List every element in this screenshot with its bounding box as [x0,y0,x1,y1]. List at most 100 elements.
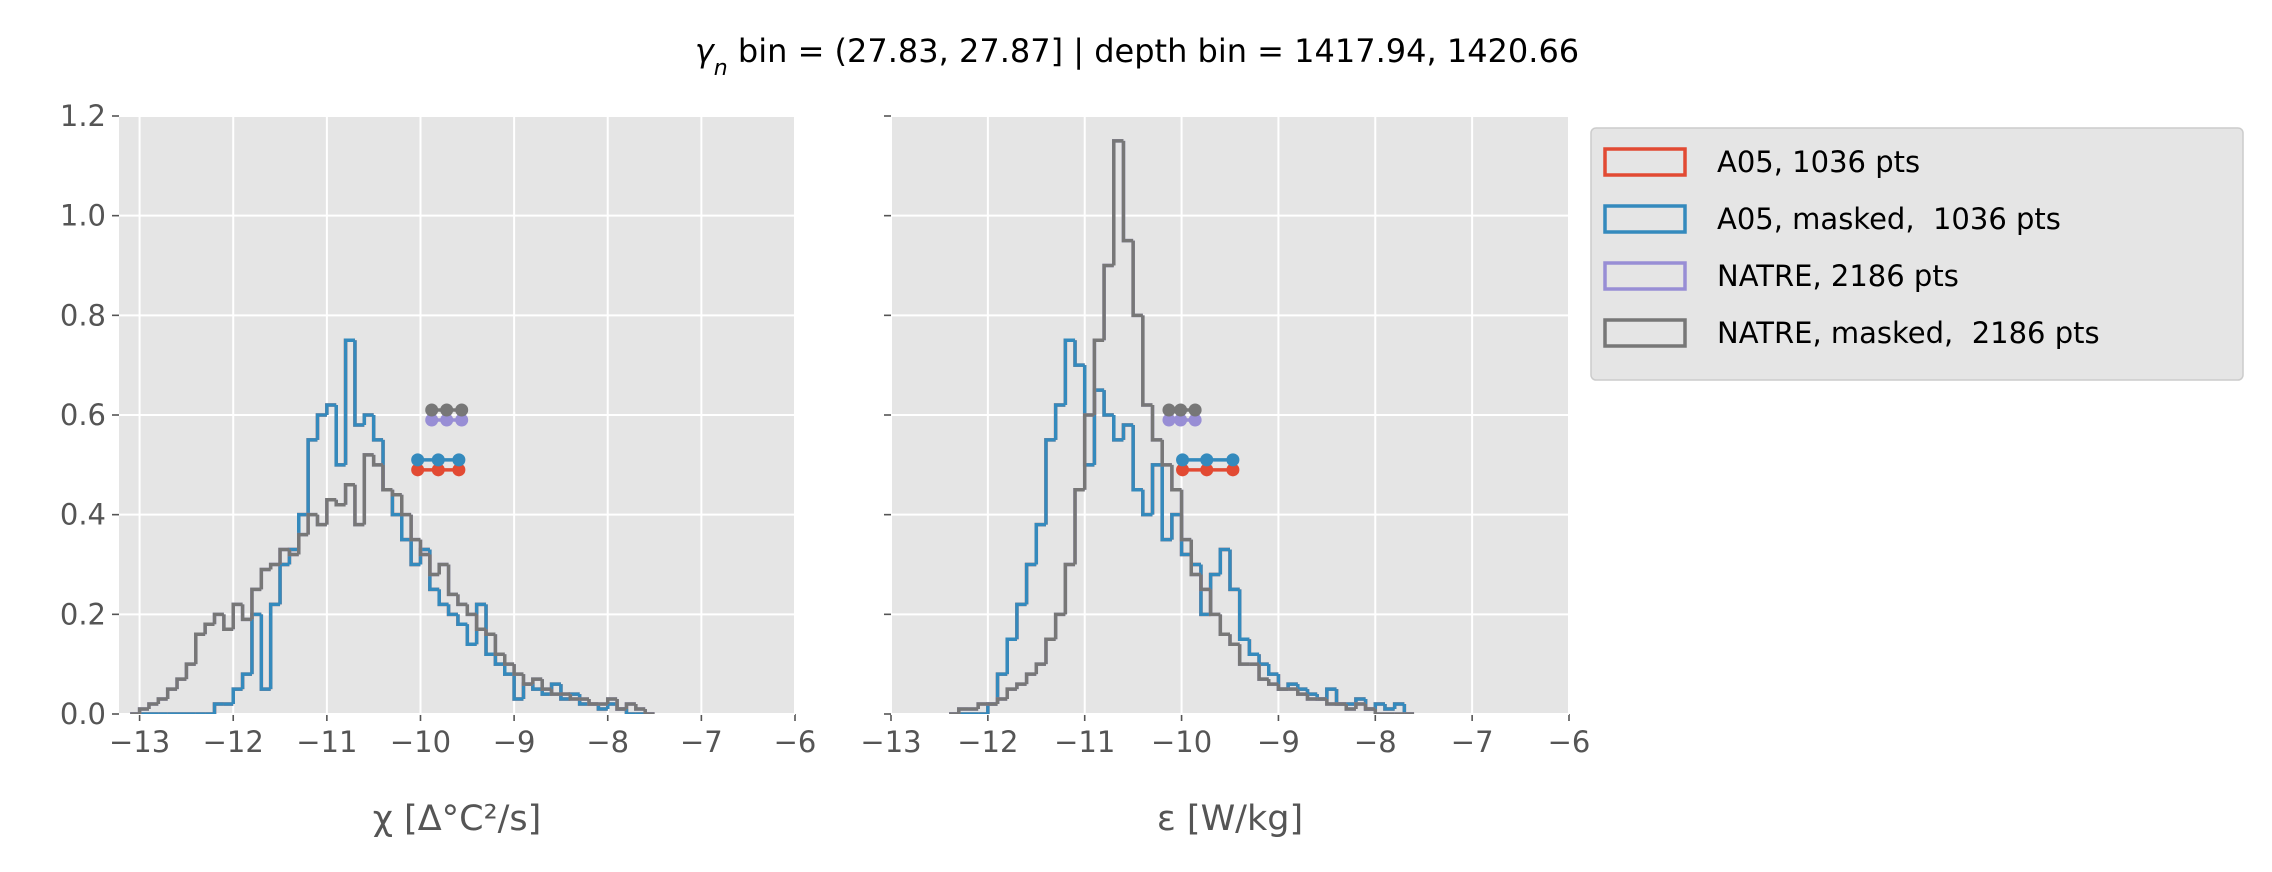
marker-point [411,453,425,467]
marker-point [425,403,439,417]
x-tick-label: −10 [390,725,451,759]
histogram-step [624,702,636,710]
figure-title: γn bin = (27.83, 27.87] | depth bin = 14… [695,32,1579,81]
marker-point [455,413,469,427]
histogram-step [1150,405,1163,442]
histogram-step [643,709,655,714]
marker-point [455,403,469,417]
histogram-step [1305,694,1318,701]
x-tick-label: −13 [860,725,921,759]
histogram-step [549,689,561,696]
histogram-step [371,454,384,467]
histogram-step [456,614,468,627]
histogram-step [1189,539,1201,577]
histogram-step [409,514,421,542]
histogram-step [231,687,243,705]
histogram-step [1102,390,1114,417]
histogram-step [1102,263,1114,341]
histogram-step [1024,672,1037,685]
marker-point [431,463,445,477]
histogram-step [1063,338,1076,406]
histogram-step [287,549,299,557]
histogram-step [615,699,627,711]
title-symbol: γ [695,32,716,70]
histogram-step [278,547,290,565]
histogram-step [1218,547,1230,575]
histogram-step [353,484,365,527]
histogram-step [605,697,618,705]
histogram-step [1063,562,1076,615]
histogram-step [1150,463,1163,515]
histogram-step [428,554,440,577]
histogram-step [1296,689,1308,696]
histogram-step [418,539,430,557]
data-layer [130,338,655,714]
histogram-step [540,679,552,691]
marker-point [1226,463,1240,477]
x-tick-label: −12 [203,725,264,759]
histogram-step [465,604,477,617]
legend-box [1590,127,2244,381]
x-tick-label: −9 [493,725,536,759]
histogram-step [175,677,187,690]
histogram-step [259,567,271,590]
histogram-step [1344,704,1356,711]
x-tick-label: −8 [1354,725,1397,759]
histogram-step [1276,684,1289,691]
histogram-step [409,539,421,567]
histogram-step [400,514,412,542]
histogram-step [1402,704,1415,714]
histogram-step [334,405,346,467]
histogram-step [194,632,206,665]
histogram-step [1112,139,1124,266]
histogram-step [493,654,505,666]
histogram-step [1237,589,1250,641]
histogram-step [240,604,252,622]
histogram-step [1228,634,1240,646]
legend-swatch [1603,147,1687,177]
histogram-step [1092,338,1105,415]
marker-point [452,463,466,477]
histogram-step [437,562,449,575]
histogram-step [465,624,477,646]
histogram-step [1354,702,1366,710]
histogram-step [353,340,365,427]
marker-point [1176,453,1190,467]
histogram-step [1179,489,1192,542]
histogram-step [1015,682,1027,690]
x-axis-label: ε [W/kg] [1157,799,1303,839]
histogram-step [493,634,505,656]
histogram-step [259,614,271,691]
x-tick-label: −7 [680,725,723,759]
histogram-step [521,674,533,686]
histogram-step [1053,403,1066,440]
x-tick-label: −6 [1548,725,1591,759]
histogram-step [1228,549,1240,592]
histogram-step [1160,464,1172,542]
histogram-step [1247,639,1260,656]
legend-swatch [1603,318,1687,348]
histogram-step [1208,589,1221,617]
marker-point [431,453,445,467]
histogram-step [976,702,988,710]
histogram-step [240,672,252,690]
histogram-step [165,687,178,700]
histogram-step [1121,140,1134,243]
histogram-step [1392,702,1405,710]
histogram-step [1170,512,1182,540]
y-tick-label: 0.8 [60,298,106,332]
histogram-step [334,499,346,507]
x-tick-label: −12 [957,725,1018,759]
legend-label: A05, masked, 1036 pts [1717,202,2061,236]
histogram-step [446,604,458,617]
histogram-step [484,629,496,637]
histogram-step [212,612,224,625]
histogram-step [1131,424,1143,492]
x-tick-label: −13 [109,725,170,759]
y-tick-label: 1.0 [60,199,106,233]
histogram-step [587,699,599,706]
histogram-step [634,704,646,711]
histogram-step [343,338,355,465]
histogram-step [559,684,571,701]
histogram-step [306,438,318,515]
